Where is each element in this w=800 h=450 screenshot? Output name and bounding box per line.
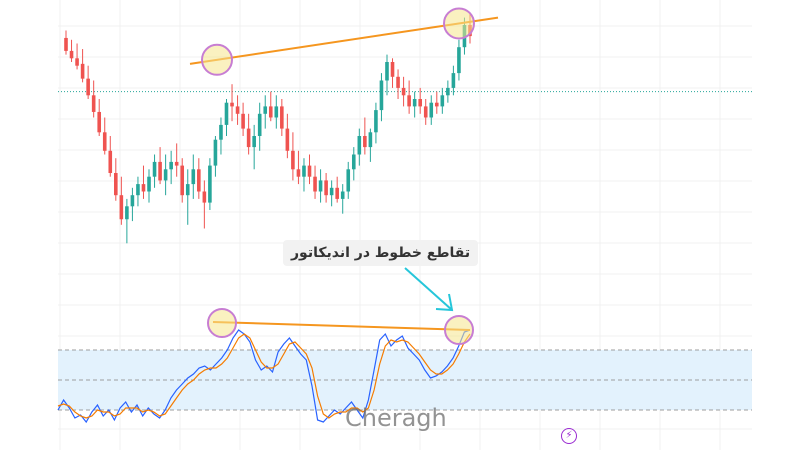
candle-body: [108, 150, 113, 173]
candle-body: [263, 106, 268, 114]
candle-body: [80, 63, 85, 79]
indicator-d-line: [57, 333, 471, 419]
candle-body: [434, 102, 439, 107]
candle-body: [213, 139, 218, 166]
lightning-bolt-icon[interactable]: ⚡: [561, 428, 577, 444]
candle-body: [280, 106, 284, 129]
candle-body: [385, 62, 389, 81]
candle-body: [158, 161, 162, 181]
candle-body: [418, 99, 422, 107]
candle-body: [374, 110, 378, 133]
candle-body: [235, 106, 240, 114]
candle-body: [379, 80, 384, 111]
candle-body: [152, 161, 157, 177]
candle-body: [202, 191, 207, 203]
candle-body: [390, 62, 395, 77]
candle-body: [252, 136, 256, 148]
candle-body: [446, 87, 450, 96]
candle-body: [285, 128, 290, 151]
candle-body: [451, 73, 456, 88]
candle-body: [102, 132, 107, 151]
candle-body: [313, 176, 317, 192]
indicator-k-line: [57, 329, 471, 424]
candle-body: [86, 78, 90, 96]
annotation-label: تقاطع خطوط در اندیکاتور: [283, 240, 479, 266]
candle-body: [230, 102, 234, 107]
candle-body: [64, 37, 68, 51]
candle-body: [125, 206, 129, 220]
candle-body: [307, 165, 312, 177]
candle-body: [197, 169, 201, 192]
candle-body: [401, 87, 406, 96]
candle-body: [119, 195, 124, 220]
candle-body: [268, 106, 273, 118]
candle-body: [363, 136, 367, 148]
annotation-arrow: [404, 267, 453, 311]
candle-body: [407, 95, 411, 107]
price-highlight-circle: [201, 43, 233, 76]
candle-body: [346, 169, 351, 192]
candle-body: [224, 102, 229, 125]
candle-body: [318, 180, 323, 192]
candle-body: [180, 165, 185, 196]
candle-body: [296, 169, 301, 177]
candle-body: [147, 176, 151, 192]
candle-body: [174, 161, 179, 166]
candle-body: [185, 184, 190, 196]
candle-body: [219, 124, 223, 140]
candle-body: [169, 161, 173, 170]
candle-body: [274, 106, 279, 118]
candle-body: [335, 187, 339, 199]
candle-body: [291, 150, 295, 170]
candle-body: [130, 195, 135, 207]
candle-body: [208, 165, 212, 203]
candle-body: [440, 95, 445, 107]
price-highlight-circle: [443, 7, 475, 40]
candle-body: [241, 113, 245, 129]
candle-body: [302, 165, 306, 177]
candle-body: [412, 99, 417, 107]
annotation-arrowhead: [435, 293, 454, 312]
candle-body: [163, 169, 168, 181]
candle-body: [324, 180, 328, 196]
watermark-logo: Cheragh: [345, 404, 447, 432]
candle-body: [423, 106, 428, 118]
candle-body: [136, 184, 140, 196]
indicator-highlight-circle: [444, 315, 474, 345]
indicator-trendline: [212, 321, 471, 331]
candle-body: [246, 128, 251, 148]
candle-body: [457, 47, 461, 74]
candle-body: [368, 132, 373, 148]
candle-body: [340, 191, 345, 199]
candle-body: [257, 113, 262, 136]
candle-body: [69, 50, 74, 59]
candle-body: [357, 136, 362, 155]
candle-body: [396, 76, 400, 88]
candle-body: [351, 154, 356, 170]
candle-body: [97, 111, 102, 133]
candle-body: [75, 58, 79, 66]
candle-body: [329, 187, 334, 196]
candle-body: [91, 95, 96, 112]
candle-body: [114, 173, 118, 196]
candle-body: [429, 102, 434, 118]
indicator-highlight-circle: [207, 308, 237, 338]
candle-body: [191, 169, 196, 185]
candle-body: [141, 184, 146, 192]
